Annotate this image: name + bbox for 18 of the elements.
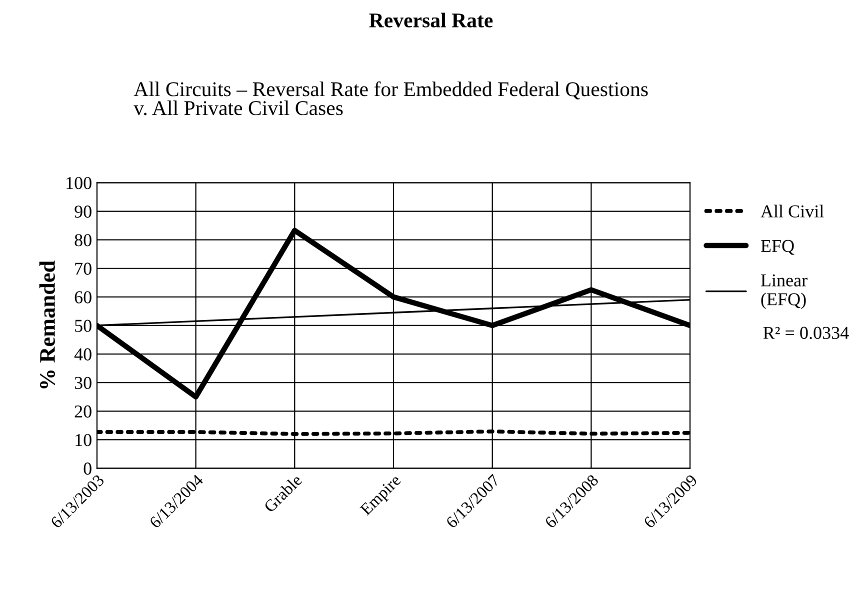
- text: R² = 0.0334: [763, 326, 849, 340]
- y-tick-label: 70: [75, 262, 92, 275]
- legend-label: All Civil: [760, 204, 824, 218]
- y-tick-label: 90: [74, 206, 92, 218]
- legend-label: Linear (EFQ): [760, 274, 808, 310]
- y-tick-label: 20: [74, 405, 92, 418]
- y-tick-label: 80: [74, 234, 92, 246]
- chart-subtitle: All Circuits – Reversal Rate for Embedded Federal Questions v. All Private Civil Cases: [134, 81, 648, 116]
- y-tick-label: 0: [84, 462, 92, 475]
- legend-label: EFQ: [760, 240, 794, 255]
- y-tick-label: 30: [74, 376, 92, 390]
- y-axis-title: % Remanded: [39, 260, 56, 388]
- chart-title: Reversal Rate: [369, 12, 493, 28]
- y-tick-label: 40: [74, 348, 92, 360]
- y-tick-label: 100: [66, 176, 92, 190]
- y-tick-label: 10: [76, 434, 92, 446]
- y-tick-label: 50: [75, 320, 92, 332]
- y-tick-label: 60: [74, 291, 92, 304]
